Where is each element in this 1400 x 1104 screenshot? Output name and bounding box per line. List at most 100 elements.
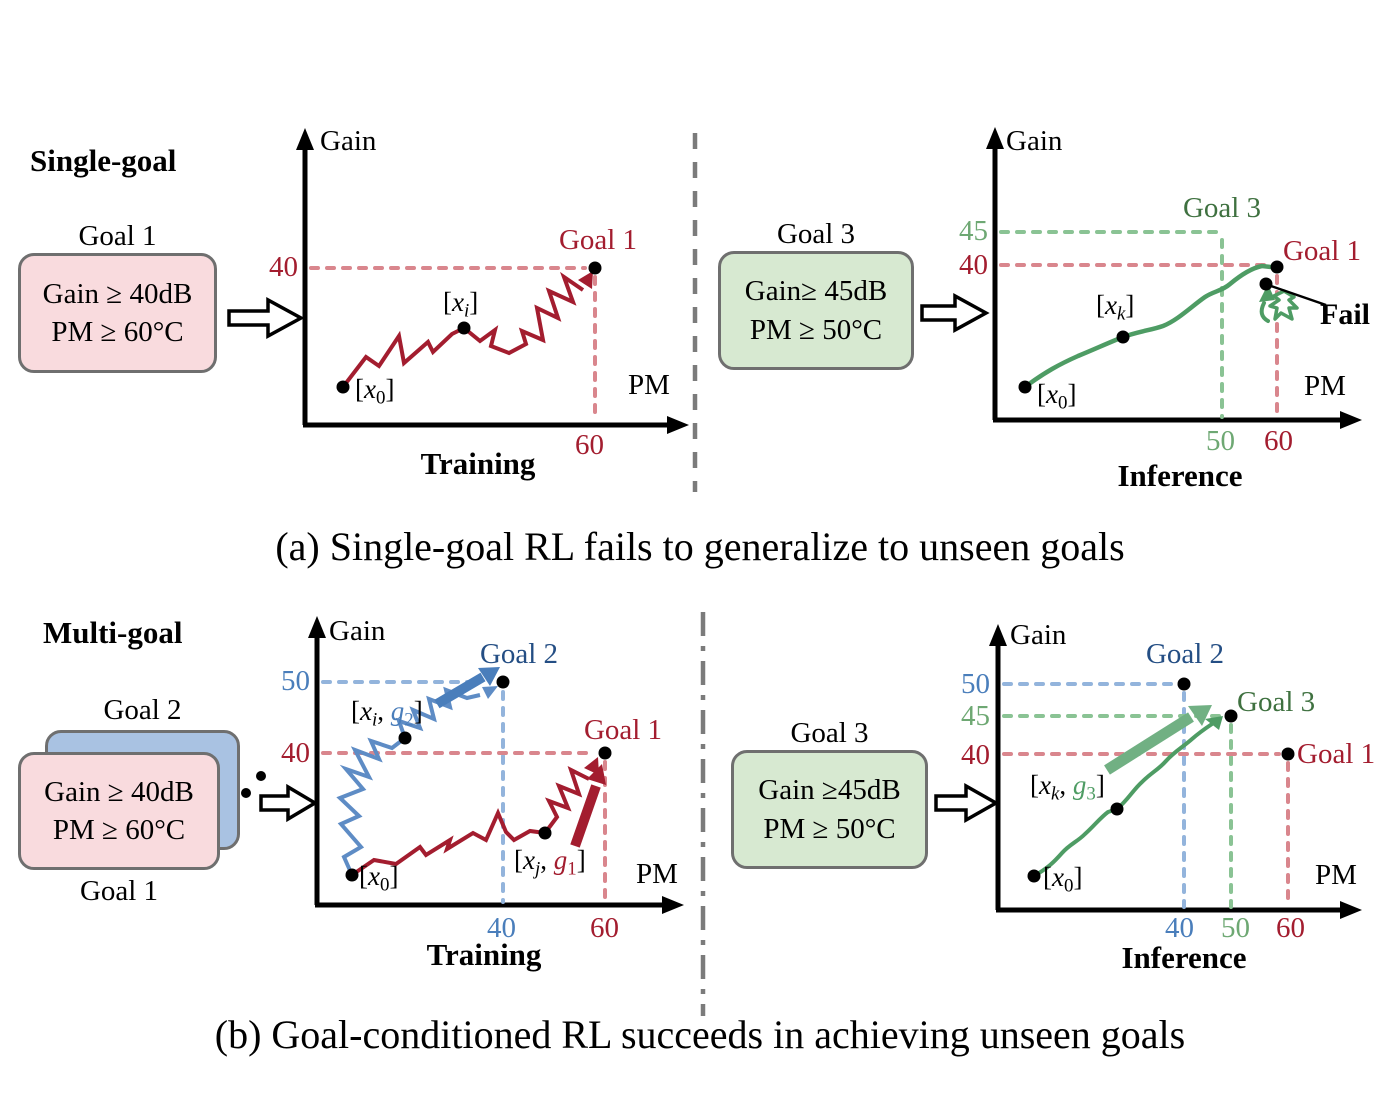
plot-b-inference — [989, 624, 1362, 919]
x-axis-arrowhead — [1340, 901, 1362, 919]
y-tick-50: 50 — [961, 668, 990, 700]
goal3-box-line1: Gain ≥45dB — [758, 774, 901, 807]
fail-arrow-hollow — [1268, 289, 1299, 321]
trajectory-red-path — [350, 807, 546, 877]
goal1-box: Gain ≥ 40dB PM ≥ 60°C — [18, 253, 217, 373]
state-label-xi: [xi] — [443, 287, 479, 322]
state-dot-xi — [398, 731, 412, 745]
panel-b-heading: Multi-goal — [43, 615, 183, 650]
goal2-label: Goal 2 — [1145, 638, 1225, 670]
goal3-box: Gain ≥45dB PM ≥ 50°C — [731, 750, 928, 869]
plot-title-training: Training — [420, 446, 536, 481]
goal1-box-line2: PM ≥ 60°C — [51, 316, 184, 348]
goal2-label: Goal 2 — [479, 638, 559, 670]
goal1-label: Goal 1 — [1282, 235, 1362, 267]
y-axis-arrowhead — [296, 128, 314, 150]
x-tick-60: 60 — [1276, 912, 1305, 944]
y-tick-45: 45 — [959, 215, 988, 247]
y-axis-label: Gain — [1006, 125, 1063, 157]
state-dot-x0 — [345, 868, 359, 882]
goal1-dot — [588, 261, 602, 275]
goal3-label: Goal 3 — [1237, 686, 1316, 718]
goal1-dot — [1270, 260, 1284, 274]
y-tick-40: 40 — [961, 739, 990, 771]
thick-green-arrow-head — [1188, 705, 1212, 726]
state-label-x0: [x0] — [359, 861, 399, 896]
panel-a-heading: Single-goal — [30, 143, 177, 178]
state-dot-xj — [538, 826, 552, 840]
goal3-box: Gain≥ 45dB PM ≥ 50°C — [718, 251, 914, 370]
goal1-label: Goal 1 — [583, 714, 663, 746]
x-axis-label: PM — [636, 858, 678, 890]
x-tick-40: 40 — [487, 912, 516, 944]
x-axis-label: PM — [1315, 859, 1357, 891]
goal1-label: Goal 1 — [558, 224, 638, 256]
fail-callout-line — [1270, 284, 1327, 307]
trajectory-green-wavy — [1032, 722, 1214, 878]
x-axis-arrowhead — [662, 896, 684, 914]
state-dot-xi — [457, 321, 471, 335]
thick-red-arrow-head — [587, 764, 606, 785]
goal1-dot — [598, 746, 612, 760]
thick-green-arrow-shaft — [1104, 712, 1194, 775]
block-arrow-icon — [920, 293, 990, 333]
thick-red-arrow-shaft — [570, 784, 601, 848]
x-tick-40: 40 — [1165, 912, 1194, 944]
plot-title-inference: Inference — [1117, 458, 1243, 493]
y-axis-label: Gain — [320, 125, 377, 157]
fail-dot — [1259, 277, 1273, 291]
plot-title-training: Training — [426, 937, 542, 972]
block-arrow-icon — [227, 297, 305, 339]
state-dot-xk — [1116, 330, 1130, 344]
x-axis-label: PM — [628, 369, 670, 401]
goal1-dot — [1281, 747, 1295, 761]
goal3-box-line2: PM ≥ 50°C — [763, 812, 896, 845]
x-tick-60: 60 — [590, 912, 619, 944]
goal2-dot — [496, 675, 510, 689]
trajectory-arrowhead — [578, 271, 593, 289]
state-label-xj-g1: [xj, g1] — [514, 845, 586, 880]
goal-box-line1: Gain ≥ 40dB — [44, 775, 194, 808]
state-label-x0: [x0] — [355, 374, 395, 409]
goal1-box-line1: Gain ≥ 40dB — [42, 277, 193, 310]
y-tick-45: 45 — [961, 700, 990, 732]
trajectory-green-arrowhead — [1205, 716, 1223, 730]
goal3-box-title: Goal 3 — [776, 218, 856, 250]
state-dot-x0 — [1027, 869, 1041, 883]
y-axis-label: Gain — [1010, 619, 1067, 651]
trajectory-green-curve — [1022, 263, 1274, 390]
plot-b-training — [308, 616, 684, 914]
fail-arrow-tail — [1259, 301, 1270, 323]
fail-arrow-filled — [1259, 284, 1275, 302]
goal3-box-title: Goal 3 — [790, 717, 869, 749]
trajectory-blue-arrowhead — [482, 686, 498, 699]
goal-box-line2: PM ≥ 60°C — [52, 814, 186, 846]
y-axis-label: Gain — [329, 615, 386, 647]
thick-blue-arrow-head — [478, 667, 500, 686]
goal3-box-line2: PM ≥ 50°C — [749, 313, 883, 346]
goal3-dot — [1224, 709, 1238, 723]
state-dot-x0 — [336, 380, 350, 394]
trajectory-red-zigzag-up — [543, 766, 590, 835]
state-label-xi-g2: [xi, g2] — [351, 696, 423, 731]
y-tick-40: 40 — [959, 249, 988, 281]
thick-blue-arrow-shaft — [434, 672, 486, 709]
trajectory-red-zigzag — [341, 271, 585, 389]
x-axis-arrowhead — [667, 416, 689, 434]
y-axis-arrowhead — [308, 616, 326, 638]
block-arrow-icon — [934, 782, 1000, 824]
plot-a-inference — [986, 127, 1362, 429]
state-dot-x0 — [1018, 380, 1032, 394]
goal1-box-title: Goal 1 — [78, 220, 157, 252]
state-label-x0: [x0] — [1037, 379, 1077, 414]
goal1-box: Gain ≥ 40dB PM ≥ 60°C — [18, 752, 220, 870]
goal1-label: Goal 1 — [1297, 738, 1376, 770]
state-label-x0: [x0] — [1043, 862, 1083, 897]
goal2-dot — [1177, 677, 1191, 691]
state-label-xk: [xk] — [1096, 290, 1135, 325]
x-axis-label: PM — [1304, 370, 1346, 402]
goal1-box-title: Goal 1 — [79, 875, 159, 907]
x-tick-60: 60 — [575, 429, 604, 461]
fail-label: Fail — [1320, 298, 1370, 331]
